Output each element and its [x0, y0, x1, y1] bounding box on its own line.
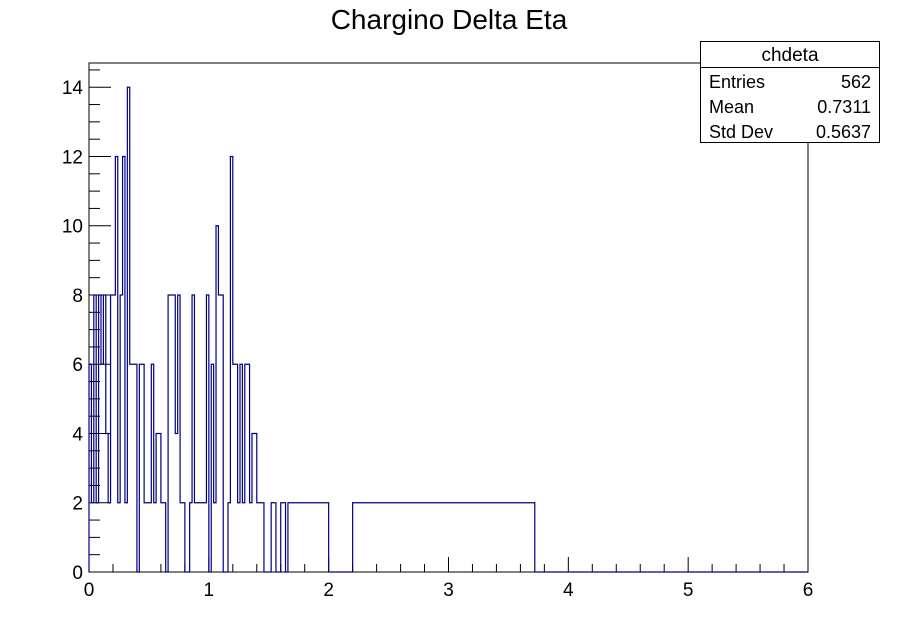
- stats-mean-row: Mean 0.7311: [701, 93, 879, 118]
- x-tick-label: 1: [204, 580, 215, 601]
- x-tick-label: 3: [443, 580, 454, 601]
- x-tick-label: 6: [803, 580, 814, 601]
- stats-std-label: Std Dev: [709, 122, 774, 142]
- y-tick-label: 10: [62, 217, 83, 238]
- x-tick-label: 5: [683, 580, 694, 601]
- stats-entries-row: Entries 562: [701, 68, 879, 93]
- stats-entries-label: Entries: [709, 72, 766, 92]
- chart-title: Chargino Delta Eta: [330, 4, 568, 35]
- stats-box: chdeta Entries 562 Mean 0.7311 Std Dev 0…: [700, 41, 880, 143]
- x-tick-label: 0: [84, 580, 95, 601]
- stats-std-row: Std Dev 0.5637: [701, 118, 879, 143]
- y-tick-label: 14: [62, 78, 84, 99]
- x-tick-label: 4: [563, 580, 574, 601]
- histogram-line: [88, 86, 808, 573]
- y-tick-label: 6: [72, 355, 83, 376]
- stats-entries-value: 562: [840, 72, 871, 92]
- x-tick-label: 2: [323, 580, 334, 601]
- y-tick-label: 8: [72, 286, 83, 307]
- y-tick-label: 2: [72, 494, 83, 515]
- axis-ticks: [88, 69, 809, 573]
- stats-std-value: 0.5637: [815, 122, 871, 142]
- stats-box-title: chdeta: [701, 42, 879, 68]
- y-tick-label: 0: [72, 563, 83, 584]
- y-tick-label: 4: [72, 424, 83, 445]
- stats-mean-value: 0.7311: [817, 97, 871, 117]
- y-tick-label: 12: [62, 147, 83, 168]
- stats-mean-label: Mean: [709, 97, 755, 117]
